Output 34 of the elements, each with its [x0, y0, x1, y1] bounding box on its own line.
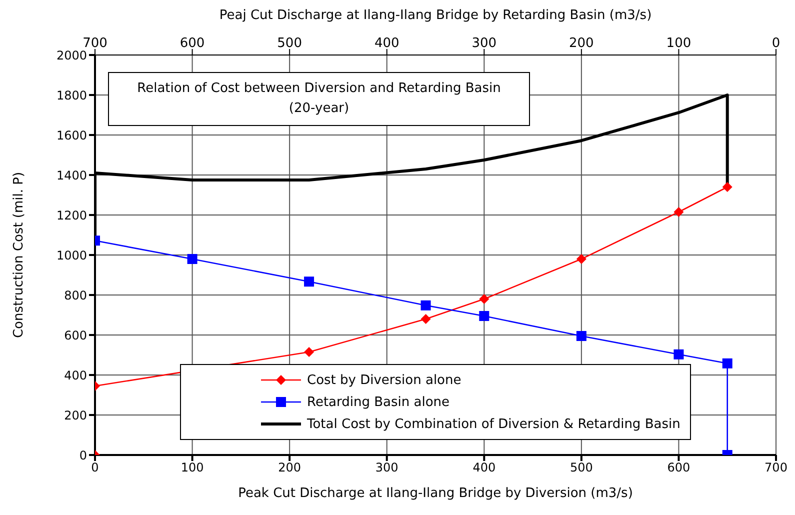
y-tick-label: 600 — [64, 328, 87, 342]
x-tick-label: 700 — [764, 460, 788, 475]
x2-tick-label: 600 — [180, 36, 205, 51]
y-tick-label: 1400 — [56, 168, 87, 182]
y-tick-label: 1600 — [56, 128, 87, 142]
y-tick-label: 1000 — [56, 248, 87, 262]
x-tick-label: 300 — [375, 460, 398, 475]
y-tick-label: 1200 — [56, 208, 87, 222]
x2-tick-label: 200 — [569, 36, 594, 51]
y-axis-title: Construction Cost (mil. P) — [12, 172, 27, 338]
x2-tick-label: 300 — [472, 36, 497, 51]
x-tick-label: 400 — [472, 460, 496, 475]
x-tick-label: 0 — [91, 460, 99, 475]
x2-tick-label: 700 — [82, 36, 108, 51]
x-tick-label: 200 — [278, 460, 302, 475]
x2-tick-label: 400 — [374, 36, 400, 51]
x-axis-title: Peak Cut Discharge at Ilang-Ilang Bridge by Diversion (m3/s) — [238, 486, 633, 501]
legend-label: Retarding Basin alone — [307, 394, 450, 410]
x2-axis-title: Peaj Cut Discharge at Ilang-Ilang Bridge by Retarding Basin (m3/s) — [219, 8, 652, 24]
x-tick-label: 100 — [180, 460, 204, 475]
y-tick-label: 2000 — [56, 48, 87, 62]
y-tick-label: 400 — [64, 368, 87, 382]
x-tick-label: 500 — [570, 460, 593, 475]
legend-label: Total Cost by Combination of Diversion & Retarding Basin — [307, 416, 680, 432]
y-tick-label: 0 — [79, 448, 87, 462]
legend-label: Cost by Diversion alone — [307, 372, 462, 388]
y-tick-label: 1800 — [56, 88, 87, 102]
y-tick-label: 200 — [64, 408, 87, 422]
y-tick-label: 800 — [64, 288, 87, 302]
title-box: Relation of Cost between Diversion and Retarding Basin (20-year) — [108, 72, 530, 126]
x2-tick-label: 0 — [772, 36, 780, 51]
x-tick-label: 600 — [667, 460, 690, 475]
x2-tick-label: 500 — [277, 36, 302, 51]
x2-tick-label: 100 — [666, 36, 692, 51]
